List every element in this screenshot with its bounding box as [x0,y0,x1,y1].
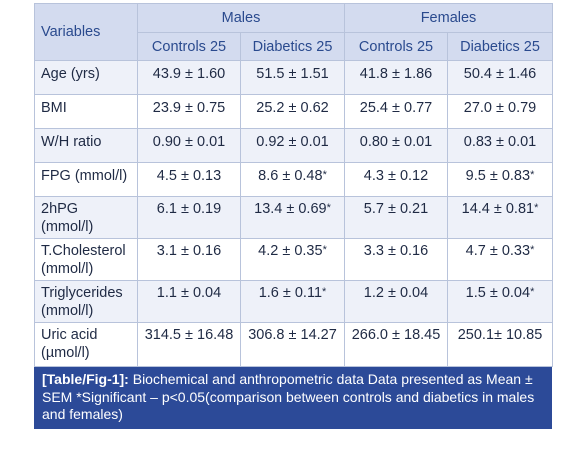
caption-text: Biochemical and anthropometric data Data… [42,371,535,422]
table-cell: 1.2 ± 0.04 [344,280,448,323]
table-row: FPG (mmol/l) 4.5 ± 0.13 8.6 ± 0.48* 4.3 … [34,162,554,197]
table-cell: 8.6 ± 0.48* [240,162,345,197]
row-label: W/H ratio [34,128,138,163]
table-cell: 1.5 ± 0.04* [446,280,554,323]
table-cell: 4.2 ± 0.35* [240,238,345,281]
subgroup-header: Controls 25 [137,32,241,61]
table-figure: Variables Males Females Controls 25 Diab… [34,3,554,429]
row-label: Uric acid (µmol/l) [34,322,138,367]
table-cell: 51.5 ± 1.51 [240,60,345,95]
table-body: Age (yrs) 43.9 ± 1.60 51.5 ± 1.51 41.8 ±… [34,60,554,367]
significance-marker: * [322,286,327,298]
table-row: W/H ratio 0.90 ± 0.01 0.92 ± 0.01 0.80 ±… [34,128,554,163]
table-cell: 1.6 ± 0.11* [240,280,345,323]
significance-marker: * [534,202,539,214]
table-cell: 23.9 ± 0.75 [137,94,241,129]
table-row: Age (yrs) 43.9 ± 1.60 51.5 ± 1.51 41.8 ±… [34,60,554,95]
table-row: BMI 23.9 ± 0.75 25.2 ± 0.62 25.4 ± 0.77 … [34,94,554,129]
row-label: Age (yrs) [34,60,138,95]
significance-marker: * [530,286,535,298]
significance-marker: * [530,244,535,256]
table-cell: 43.9 ± 1.60 [137,60,241,95]
table-cell: 9.5 ± 0.83* [446,162,554,197]
table-cell: 3.1 ± 0.16 [137,238,241,281]
table-cell: 14.4 ± 0.81* [446,196,554,239]
variables-header: Variables [34,3,138,61]
row-label: T.Cholesterol (mmol/l) [34,238,138,281]
table-cell: 41.8 ± 1.86 [344,60,448,95]
table-cell: 1.1 ± 0.04 [137,280,241,323]
significance-marker: * [530,169,535,181]
table-cell: 4.3 ± 0.12 [344,162,448,197]
table-cell: 6.1 ± 0.19 [137,196,241,239]
table-cell: 0.92 ± 0.01 [240,128,345,163]
subgroup-header: Controls 25 [344,32,448,61]
table-cell: 5.7 ± 0.21 [344,196,448,239]
table-cell: 306.8 ± 14.27 [240,322,345,367]
table-cell: 4.7 ± 0.33* [446,238,554,281]
table-cell: 0.83 ± 0.01 [446,128,554,163]
table-row: 2hPG (mmol/l) 6.1 ± 0.19 13.4 ± 0.69* 5.… [34,196,554,239]
subgroup-header: Diabetics 25 [240,32,345,61]
table-caption: [Table/Fig-1]: Biochemical and anthropom… [34,367,552,429]
table-cell: 314.5 ± 16.48 [137,322,241,367]
significance-marker: * [322,169,327,181]
row-label: BMI [34,94,138,129]
significance-marker: * [326,202,331,214]
row-label: Triglycerides (mmol/l) [34,280,138,323]
table-cell: 27.0 ± 0.79 [446,94,554,129]
significance-marker: * [322,244,327,256]
table-cell: 0.80 ± 0.01 [344,128,448,163]
table-cell: 13.4 ± 0.69* [240,196,345,239]
table-cell: 50.4 ± 1.46 [446,60,554,95]
table-cell: 3.3 ± 0.16 [344,238,448,281]
caption-label: [Table/Fig-1]: [42,371,129,387]
table-row: Uric acid (µmol/l) 314.5 ± 16.48 306.8 ±… [34,322,554,367]
row-label: FPG (mmol/l) [34,162,138,197]
table-row: T.Cholesterol (mmol/l) 3.1 ± 0.16 4.2 ± … [34,238,554,281]
table-cell: 266.0 ± 18.45 [344,322,448,367]
table-cell: 25.4 ± 0.77 [344,94,448,129]
table-row: Triglycerides (mmol/l) 1.1 ± 0.04 1.6 ± … [34,280,554,323]
subgroup-header: Diabetics 25 [446,32,554,61]
females-header: Females [343,3,554,33]
table-cell: 4.5 ± 0.13 [137,162,241,197]
table-cell: 0.90 ± 0.01 [137,128,241,163]
males-header: Males [137,3,345,33]
table-cell: 250.1± 10.85 [446,322,554,367]
data-table: Variables Males Females Controls 25 Diab… [34,3,554,367]
table-cell: 25.2 ± 0.62 [240,94,345,129]
row-label: 2hPG (mmol/l) [34,196,138,239]
